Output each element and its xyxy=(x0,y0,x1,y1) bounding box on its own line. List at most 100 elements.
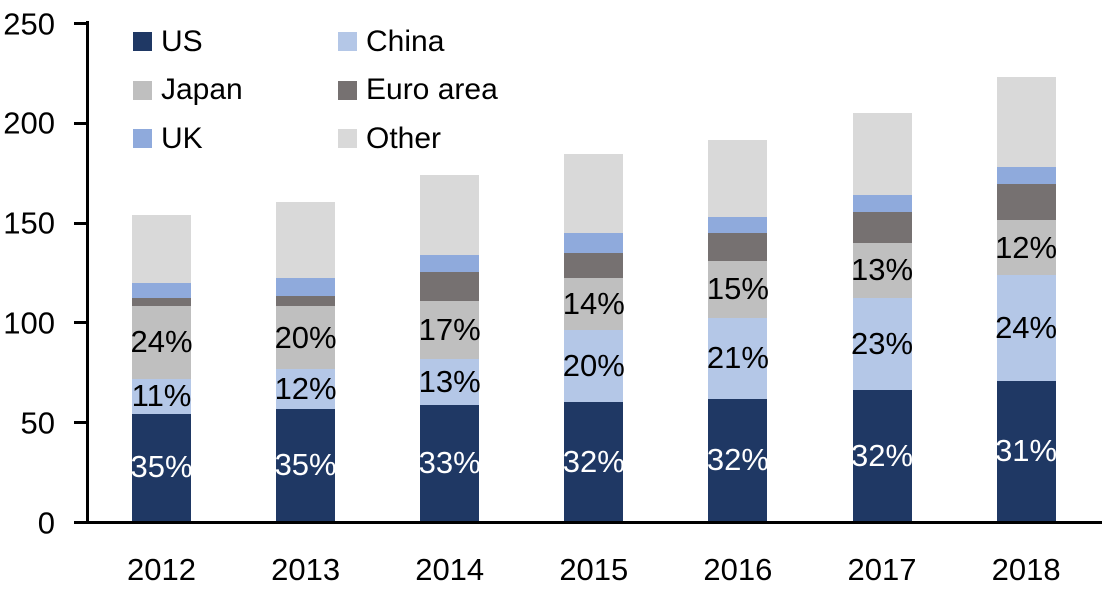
y-tick-mark xyxy=(74,121,87,125)
segment-japan xyxy=(132,305,191,379)
segment-euro-area xyxy=(132,297,191,306)
segment-value-label: 31% xyxy=(995,433,1058,469)
x-axis-line xyxy=(74,521,1102,524)
segment-japan xyxy=(996,220,1056,276)
segment-us xyxy=(852,390,912,521)
segment-value-label: 24% xyxy=(995,310,1058,346)
x-tick-label: 2014 xyxy=(415,552,485,587)
segment-china xyxy=(132,378,191,414)
segment-euro-area xyxy=(564,252,624,278)
segment-japan xyxy=(276,306,336,370)
segment-value-label: 14% xyxy=(562,285,625,321)
segment-value-label: 12% xyxy=(995,229,1058,265)
segment-value-label: 13% xyxy=(850,252,914,288)
segment-value-label: 35% xyxy=(274,446,337,482)
y-tick-label: 200 xyxy=(3,105,55,141)
segment-uk xyxy=(564,232,624,253)
legend-label: UK xyxy=(161,121,203,155)
legend-item-euro-area: Euro area xyxy=(338,73,498,107)
segment-china xyxy=(708,317,768,399)
segment-uk xyxy=(852,195,912,212)
segment-other xyxy=(564,154,624,233)
segment-other xyxy=(276,201,336,278)
segment-euro-area xyxy=(852,211,912,243)
segment-us xyxy=(708,398,768,521)
x-tick-label: 2016 xyxy=(703,552,773,587)
legend-swatch-icon xyxy=(338,129,357,148)
segment-value-label: 32% xyxy=(850,437,914,473)
legend-item-us: US xyxy=(133,25,203,59)
segment-japan xyxy=(420,301,480,359)
segment-japan xyxy=(564,277,624,331)
segment-uk xyxy=(420,255,480,272)
segment-value-label: 21% xyxy=(706,340,769,376)
legend-swatch-icon xyxy=(133,80,152,100)
y-tick-mark xyxy=(74,221,87,225)
segment-china xyxy=(996,275,1056,382)
segment-us xyxy=(276,408,336,521)
segment-other xyxy=(996,76,1056,168)
x-tick-label: 2017 xyxy=(847,552,917,587)
legend-label: Euro area xyxy=(366,73,498,106)
segment-other xyxy=(420,175,480,256)
x-tick-label: 2015 xyxy=(559,552,629,587)
segment-china xyxy=(564,330,624,403)
segment-value-label: 12% xyxy=(274,370,337,406)
legend-label: Japan xyxy=(161,73,243,106)
segment-us xyxy=(996,381,1056,521)
y-axis-line xyxy=(86,21,89,524)
segment-value-label: 17% xyxy=(418,312,481,348)
segment-us xyxy=(420,405,480,521)
y-tick-mark xyxy=(74,421,87,425)
legend-item-japan: Japan xyxy=(133,73,243,107)
legend-swatch-icon xyxy=(338,32,357,51)
segment-china xyxy=(276,369,336,409)
y-tick-label: 250 xyxy=(3,6,55,41)
y-tick-label: 0 xyxy=(37,505,55,540)
segment-value-label: 11% xyxy=(131,378,192,414)
x-tick-label: 2012 xyxy=(127,552,196,587)
legend-swatch-icon xyxy=(133,129,152,148)
segment-uk xyxy=(996,167,1056,185)
y-tick-label: 50 xyxy=(20,405,55,441)
segment-china xyxy=(852,297,912,391)
legend-swatch-icon xyxy=(133,32,152,51)
y-tick-label: 100 xyxy=(3,305,55,341)
segment-euro-area xyxy=(708,232,768,262)
segment-value-label: 23% xyxy=(850,326,914,362)
segment-uk xyxy=(276,277,336,297)
segment-euro-area xyxy=(276,296,336,307)
segment-other xyxy=(852,113,912,196)
y-tick-mark xyxy=(74,321,87,325)
segment-euro-area xyxy=(996,184,1056,221)
segment-uk xyxy=(132,282,191,298)
legend-item-other: Other xyxy=(338,122,441,156)
y-tick-label: 150 xyxy=(3,205,55,241)
segment-japan xyxy=(708,261,768,318)
segment-value-label: 35% xyxy=(130,449,193,485)
segment-value-label: 13% xyxy=(418,364,481,400)
legend-label: US xyxy=(161,24,203,58)
segment-value-label: 15% xyxy=(706,271,769,307)
segment-value-label: 20% xyxy=(274,319,337,355)
legend-item-china: China xyxy=(338,25,444,59)
segment-uk xyxy=(708,216,768,233)
legend-label: China xyxy=(366,24,445,58)
segment-value-label: 20% xyxy=(562,348,625,384)
segment-us xyxy=(564,402,624,521)
segment-other xyxy=(132,214,191,283)
segment-japan xyxy=(852,242,912,298)
legend-swatch-icon xyxy=(338,80,357,100)
segment-euro-area xyxy=(420,271,480,302)
segment-us xyxy=(132,413,191,521)
segment-value-label: 32% xyxy=(706,441,769,477)
y-tick-mark xyxy=(74,22,87,25)
x-tick-label: 2018 xyxy=(991,552,1061,587)
segment-value-label: 33% xyxy=(418,445,481,481)
segment-value-label: 32% xyxy=(562,443,625,479)
x-tick-label: 2013 xyxy=(271,552,341,587)
legend-item-uk: UK xyxy=(133,122,203,156)
segment-value-label: 24% xyxy=(130,324,193,360)
segment-china xyxy=(420,358,480,406)
